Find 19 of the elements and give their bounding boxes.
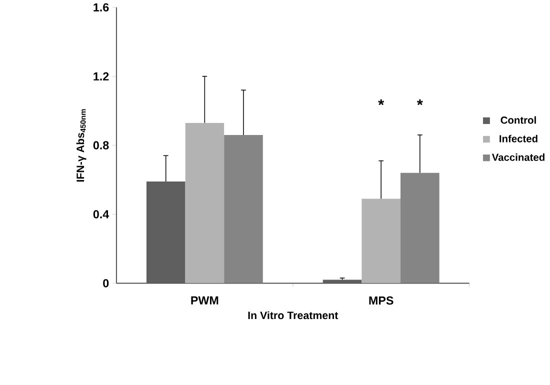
y-axis-title: IFN-γ Abs$_{450nm}$: [76, 109, 86, 182]
x-axis-title: In Vitro Treatment: [248, 311, 338, 320]
y-tick-label: 0: [103, 279, 109, 288]
bar: [146, 182, 186, 284]
y-tick-label: 0.4: [93, 210, 110, 218]
bar: [400, 172, 440, 284]
bar: [224, 134, 263, 284]
bar: [362, 198, 401, 284]
y-tick-label: 0.8: [93, 141, 109, 150]
y-tick-label: 1.2: [94, 72, 109, 80]
bar: [185, 122, 224, 284]
legend-label: Infected: [500, 134, 538, 142]
annotation: *: [378, 99, 384, 106]
x-tick-label: MPS: [369, 296, 394, 305]
x-tick-label: PWM: [191, 296, 218, 304]
annotation: *: [416, 99, 423, 106]
legend-label: Control: [500, 116, 536, 124]
y-tick-label: 1.6: [94, 3, 109, 12]
legend-label: Vaccinated: [492, 153, 544, 161]
